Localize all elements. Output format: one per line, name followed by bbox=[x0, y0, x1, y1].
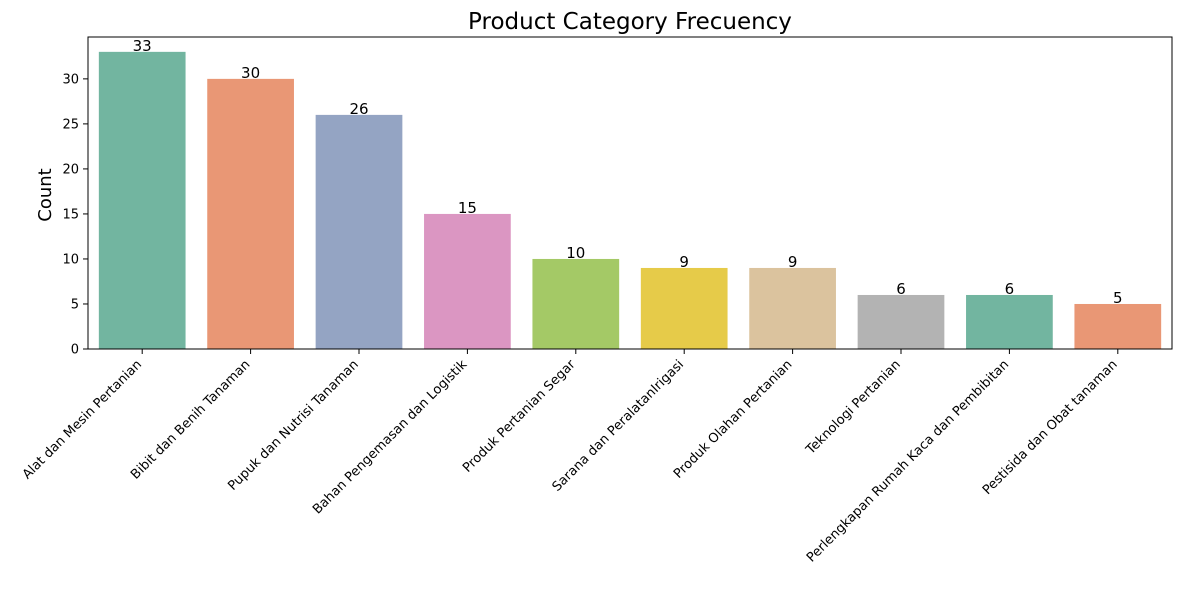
y-tick-label: 25 bbox=[62, 117, 79, 132]
y-tick-label: 30 bbox=[62, 72, 79, 87]
bar-value-label: 9 bbox=[679, 253, 689, 271]
y-tick-label: 5 bbox=[71, 297, 79, 312]
x-tick-label: Teknologi Pertanian bbox=[803, 357, 904, 458]
y-tick-label: 10 bbox=[62, 252, 79, 267]
y-axis-label: Count bbox=[35, 168, 56, 221]
x-tick-label: Produk Olahan Pertanian bbox=[671, 357, 795, 481]
bar-value-label: 5 bbox=[1113, 289, 1123, 307]
bar-value-label: 26 bbox=[349, 100, 368, 118]
bar-value-label: 9 bbox=[788, 253, 798, 271]
x-tick-label: Bibit dan Benih Tanaman bbox=[128, 357, 253, 482]
bar bbox=[98, 51, 186, 349]
plot-frame bbox=[87, 36, 1173, 350]
x-tick-label: Pupuk dan Nutrisi Tanaman bbox=[225, 357, 361, 493]
bar-value-label: 30 bbox=[241, 64, 260, 82]
bar bbox=[424, 213, 511, 349]
bar-value-label: 33 bbox=[133, 37, 152, 55]
bar-value-label: 10 bbox=[566, 244, 585, 262]
bar bbox=[1074, 303, 1162, 349]
chart-title: Product Category Frecuency bbox=[468, 9, 792, 35]
bar bbox=[315, 114, 403, 349]
bar bbox=[207, 78, 294, 350]
x-tick-label: Perlengkapan Rumah Kaca dan Pembibitan bbox=[804, 357, 1012, 565]
x-tick-label: Alat dan Mesin Pertanian bbox=[20, 357, 145, 482]
data-labels-group: 33 30 26 15 10 9 9 6 6 5 bbox=[133, 37, 1123, 307]
bars-group bbox=[98, 51, 1162, 350]
bar bbox=[749, 267, 836, 349]
bar bbox=[640, 267, 728, 349]
x-tick-label: Produk Pertanian Segar bbox=[460, 357, 579, 476]
bar-value-label: 6 bbox=[1005, 280, 1015, 298]
bar bbox=[532, 258, 620, 349]
bar bbox=[966, 294, 1053, 349]
x-tick-label: Sarana dan PeralatanIrigasi bbox=[550, 357, 687, 494]
y-tick-label: 20 bbox=[62, 162, 79, 177]
bar-value-label: 15 bbox=[458, 199, 477, 217]
y-tick-label: 15 bbox=[62, 207, 79, 222]
bar bbox=[857, 294, 945, 349]
bar-value-label: 6 bbox=[896, 280, 906, 298]
y-tick-label: 0 bbox=[71, 343, 79, 358]
y-axis: 0 5 10 15 20 25 30 bbox=[62, 72, 88, 358]
